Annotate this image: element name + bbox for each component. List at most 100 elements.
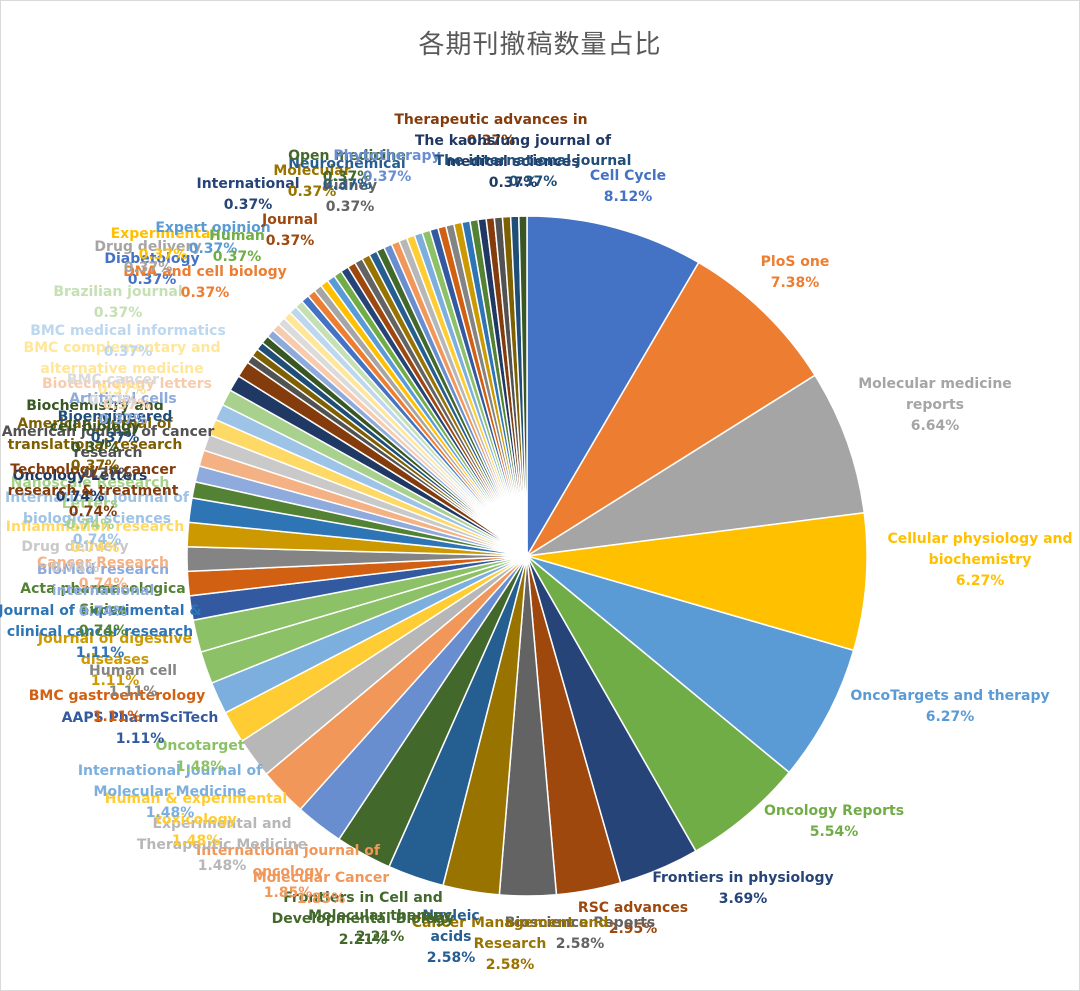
- pie-data-label-line: Oncotarget: [155, 738, 244, 754]
- pie-data-label-line: 0.74%: [51, 560, 100, 576]
- pie-data-label-line: 1.48%: [146, 805, 195, 821]
- pie-data-label: AAPS PharmSciTech 1.11%: [62, 710, 219, 747]
- pie-data-label: Journal of experimental & clinical cancer…: [0, 603, 202, 661]
- pie-data-label-line: Cancer Research: [37, 555, 169, 571]
- pie-data-label: BioMed research international 0.74%: [37, 562, 169, 620]
- pie-data-label: Brazilian journal 0.37%: [53, 284, 182, 321]
- pie-data-label: Molecular Cancer 1.85%: [253, 870, 390, 907]
- pie-slice: [518, 215, 528, 557]
- pie-data-label-line: Nanoscale Research: [11, 475, 170, 491]
- pie-data-label-line: Journal of digestive: [37, 631, 192, 647]
- pie-data-label: Cellular physiology and biochemistry 6.27%: [887, 531, 1072, 589]
- pie-data-label: OncoTargets and therapy 6.27%: [850, 688, 1049, 725]
- pie-data-label: Oncology Letters 0.74%: [13, 468, 148, 505]
- pie-data-label: Human & experimental toxicology 1.48%: [105, 791, 287, 849]
- pie-data-label-line: Journal of experimental &: [0, 603, 202, 619]
- pie-data-label-line: Bioengineered: [58, 409, 173, 425]
- pie-data-label: Biotechnology letters 0.37%: [42, 376, 212, 413]
- pie-labels: Cell Cycle 8.12% PloS one 7.38% Molecular me…: [0, 112, 1073, 973]
- pie-data-label-line: international: [52, 583, 155, 599]
- pie-data-label-line: 0.74%: [71, 540, 120, 556]
- pie-data-label-line: Molecular: [273, 163, 350, 179]
- pie-data-label: Expert opinion 0.37%: [155, 220, 270, 257]
- pie-data-label: Drug delivery 0.37%: [94, 239, 201, 276]
- pie-data-label-line: 2.95%: [609, 921, 658, 937]
- pie-data-label: International journal of biological scien…: [5, 490, 190, 548]
- pie-data-label-line: Technology in cancer: [10, 462, 176, 478]
- pie-slice: [526, 374, 866, 557]
- pie-data-label: Frontiers in Cell and Developmental Biolo…: [272, 890, 455, 948]
- pie-data-label: Neurochemical 0.37%: [288, 156, 405, 193]
- pie-data-label: Cell Cycle 8.12%: [590, 168, 666, 205]
- pie-data-label: Bioscience Reports 2.58%: [505, 915, 656, 952]
- chart-title: 各期刊撤稿数量占比: [418, 30, 662, 60]
- pie-data-label-line: International Journal of: [78, 763, 263, 779]
- pie-data-label-line: 2.21%: [356, 929, 405, 945]
- pie-data-label: Bioengineered 0.37%: [58, 409, 173, 446]
- pie-data-label-line: Inflammation research: [6, 519, 184, 535]
- pie-data-label-line: 1.85%: [297, 891, 346, 907]
- pie-data-label: International Journal of Molecular Medici…: [78, 763, 263, 821]
- pie-data-label: Technology in cancer research & treatment…: [8, 462, 179, 520]
- pie-data-label-line: 1.48%: [198, 858, 247, 874]
- pie-data-label: The kaohsiung journal of medical sciences…: [415, 133, 612, 191]
- pie-data-label: Molecular therapy 2.21%: [308, 908, 452, 945]
- pie-data-label-line: 6.27%: [956, 573, 1005, 589]
- pie-data-label: Nucleic acids 2.58%: [422, 908, 479, 966]
- pie-data-label-line: Cancer Management and: [412, 915, 609, 931]
- pie-data-label: American journal of cancer research 0.37%: [2, 424, 215, 482]
- pie-data-label-line: 0.37%: [323, 169, 372, 185]
- pie-slice: [526, 215, 700, 559]
- pie-data-label-line: 0.37%: [323, 177, 372, 193]
- pie-data-label-line: 1.48%: [176, 759, 225, 775]
- pie-data-label-line: 2.58%: [486, 957, 535, 973]
- pie-data-label-line: The international journal: [435, 153, 632, 169]
- pie-data-label-line: American journal of: [17, 416, 173, 432]
- pie-slice: [526, 555, 855, 774]
- pie-data-label-line: Experimental and: [152, 816, 291, 832]
- pie-data-label: RSC advances 2.95%: [578, 900, 688, 937]
- pie-data-label-line: Molecular medicine: [858, 376, 1012, 392]
- pie-data-label-line: 0.37%: [139, 247, 188, 263]
- pie-data-label-line: 0.37%: [84, 466, 133, 482]
- pie-slice: [526, 261, 817, 557]
- pie-data-label-line: International journal of: [5, 490, 190, 506]
- pie-data-label: Open medicine 0.37%: [288, 148, 406, 185]
- pie-data-label-line: oncology: [252, 864, 323, 880]
- pie-data-label-line: BioMed research: [37, 562, 169, 578]
- pie-data-label-line: International: [196, 176, 299, 192]
- pie-data-label-line: Cellular physiology and: [887, 531, 1072, 547]
- pie-data-label-line: Drug delivery: [94, 239, 201, 255]
- pie-data-label-line: 0.37%: [363, 169, 412, 185]
- pie-data-label-line: acids: [431, 929, 472, 945]
- pie-data-label-line: 1.11%: [116, 731, 165, 747]
- pie-data-label-line: 6.64%: [911, 418, 960, 434]
- pie-data-label-line: 0.74%: [69, 504, 118, 520]
- pie-data-label-line: 2.58%: [427, 950, 476, 966]
- pie-data-label-line: cell biology: [50, 419, 140, 435]
- pie-data-label-line: Neurochemical: [288, 156, 405, 172]
- pie-data-label-line: Human: [209, 228, 265, 244]
- pie-data-label: Nanoscale Research Letters 0.74%: [11, 475, 170, 533]
- pie-data-label-line: Diabetology: [104, 251, 199, 267]
- pie-data-label: Diabetology 0.37%: [104, 251, 199, 288]
- pie-data-label: Frontiers in physiology 3.69%: [652, 870, 833, 907]
- pie-data-label-line: Bioscience Reports: [505, 915, 656, 931]
- pie-slices: [186, 215, 868, 897]
- pie-data-label-line: Biotechnology letters: [42, 376, 212, 392]
- pie-data-label: Biochemistry and cell biology 0.37%: [26, 398, 164, 456]
- pie-data-label-line: 0.37%: [266, 233, 315, 249]
- pie-data-label-line: 1.11%: [76, 645, 125, 661]
- pie-data-label-line: OncoTargets and therapy: [850, 688, 1049, 704]
- pie-data-label-line: medical sciences: [446, 154, 579, 170]
- pie-data-label-line: Human cell: [89, 663, 177, 679]
- pie-data-label-line: 0.37%: [224, 197, 273, 213]
- pie-data-label-line: 0.37%: [99, 412, 148, 428]
- pie-data-label-line: Research: [474, 936, 547, 952]
- pie-data-label: International 0.37%: [196, 176, 299, 213]
- pie-data-label: Oncology Reports 5.54%: [764, 803, 904, 840]
- pie-data-label-line: Kidney: [323, 178, 377, 194]
- pie-data-label-line: 0.37%: [467, 133, 516, 149]
- pie-data-label-line: Therapeutic advances in: [394, 112, 587, 128]
